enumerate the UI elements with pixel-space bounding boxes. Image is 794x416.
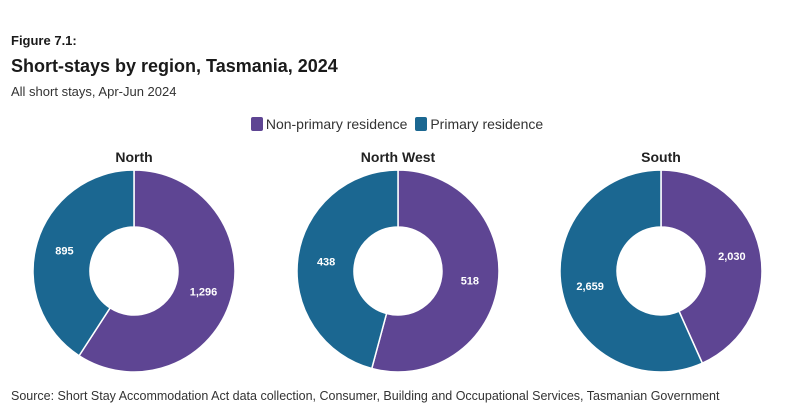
legend-label-primary: Primary residence (430, 116, 544, 132)
slice-south-primary-residence[interactable] (559, 169, 704, 373)
data-label-north-non-primary-residence: 1,296 (190, 287, 218, 299)
chart-subtitle: All short stays, Apr-Jun 2024 (11, 84, 177, 99)
data-label-south-primary-residence: 2,659 (576, 281, 604, 293)
legend-label-non-primary: Non-primary residence (265, 116, 408, 132)
slice-north-west-primary-residence[interactable] (296, 169, 399, 370)
slice-north-non-primary-residence[interactable] (78, 169, 236, 373)
legend-swatch-non-primary (250, 117, 263, 131)
slice-north-primary-residence[interactable] (32, 169, 135, 357)
source-note: Source: Short Stay Accommodation Act dat… (11, 389, 720, 403)
slice-north-west-non-primary-residence[interactable] (370, 169, 500, 373)
data-label-north-primary-residence: 895 (55, 245, 73, 257)
panel-title-south: South (641, 149, 681, 165)
figure-label: Figure 7.1: (11, 33, 77, 48)
slice-south-non-primary-residence[interactable] (660, 169, 763, 365)
legend-item-non-primary[interactable]: Non-primary residence (250, 116, 408, 132)
data-label-north-west-primary-residence: 438 (317, 256, 335, 268)
panel-title-north-west: North West (361, 149, 436, 165)
data-label-north-west-non-primary-residence: 518 (461, 276, 479, 288)
legend-swatch-primary (415, 117, 428, 131)
legend-item-primary[interactable]: Primary residence (415, 116, 543, 132)
chart-title: Short-stays by region, Tasmania, 2024 (11, 56, 338, 76)
legend: Non-primary residence Primary residence (0, 116, 794, 132)
panel-title-north: North (115, 149, 152, 165)
data-label-south-non-primary-residence: 2,030 (718, 251, 746, 263)
